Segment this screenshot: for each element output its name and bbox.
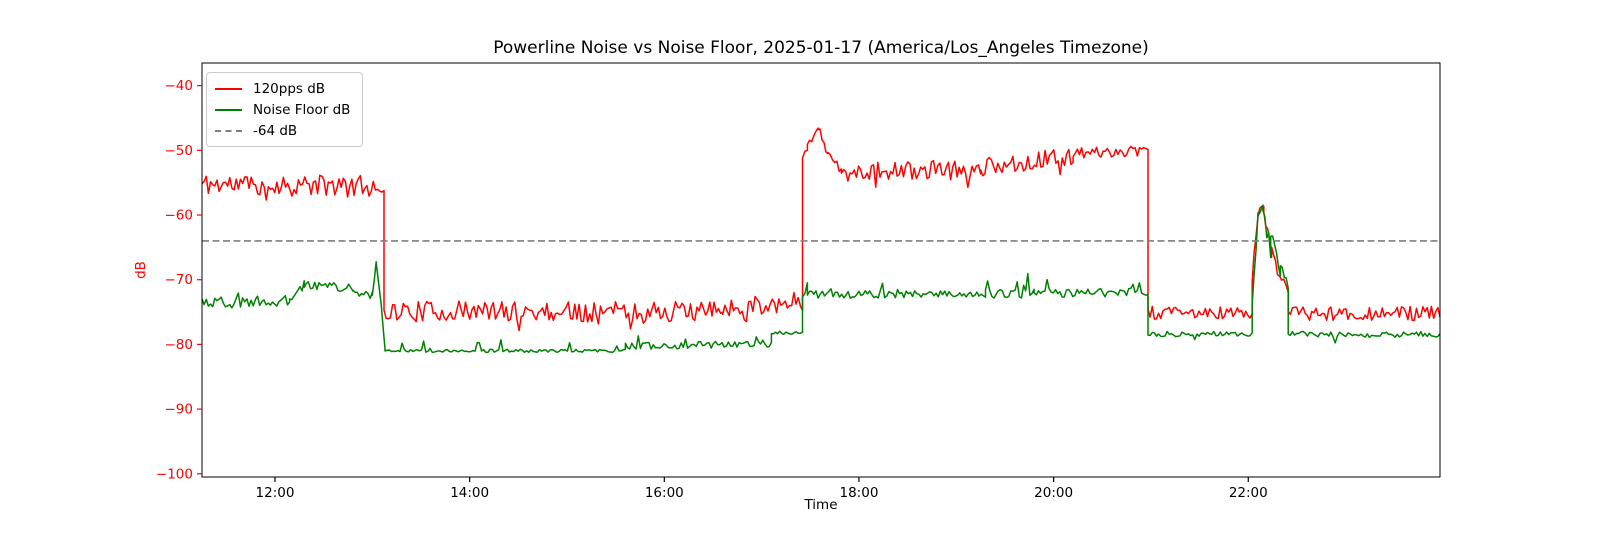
x-tick-label: 22:00 (1229, 485, 1268, 501)
x-tick-label: 14:00 (450, 485, 489, 501)
legend-line-swatch (215, 129, 242, 132)
chart-title: Powerline Noise vs Noise Floor, 2025-01-… (493, 38, 1149, 58)
series-line-0 (201, 127, 1441, 332)
y-tick-label: −50 (165, 143, 194, 159)
y-tick-label: −100 (156, 466, 193, 482)
y-tick-label: −40 (165, 78, 194, 94)
series-line-1 (201, 204, 1441, 354)
y-tick-label: −60 (165, 208, 194, 224)
legend-entry: 120pps dB (215, 78, 350, 99)
x-axis-label: Time (804, 497, 838, 513)
legend-entry: Noise Floor dB (215, 99, 350, 120)
y-tick-label: −90 (165, 402, 194, 418)
legend: 120pps dB Noise Floor dB -64 dB (206, 72, 364, 147)
y-tick-label: −70 (165, 272, 194, 288)
x-tick-label: 16:00 (645, 485, 684, 501)
x-tick-label: 18:00 (840, 485, 879, 501)
legend-line-swatch (215, 87, 242, 90)
legend-entry-label: 120pps dB (253, 80, 326, 97)
x-tick-label: 20:00 (1034, 485, 1073, 501)
y-tick-label: −80 (165, 337, 194, 353)
legend-line-swatch (215, 108, 242, 111)
legend-entry: -64 dB (215, 120, 350, 141)
x-tick-label: 12:00 (256, 485, 295, 501)
plot-border (201, 62, 1441, 478)
legend-entry-label: Noise Floor dB (253, 101, 351, 118)
y-axis-label: dB (133, 261, 149, 279)
legend-entry-label: -64 dB (253, 122, 298, 139)
